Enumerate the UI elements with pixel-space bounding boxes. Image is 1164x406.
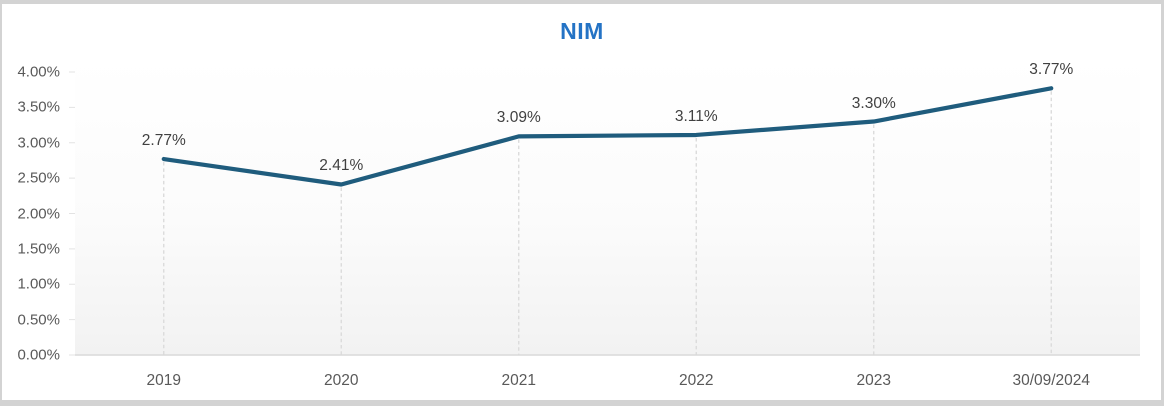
data-point-label: 3.77% — [1029, 61, 1074, 79]
data-point-label: 3.11% — [674, 107, 718, 125]
y-axis-tick-label: 3.00% — [17, 134, 60, 152]
x-axis-category-label: 2020 — [324, 372, 359, 389]
y-axis-tick-label: 0.50% — [17, 311, 60, 329]
plot-area-background — [75, 58, 1140, 355]
y-axis-tick-label: 1.00% — [17, 275, 60, 293]
x-axis-category-label: 2023 — [856, 372, 891, 389]
data-point-label: 2.77% — [141, 132, 186, 150]
data-point-label: 3.30% — [851, 94, 896, 112]
x-axis-category-label: 2019 — [146, 372, 181, 389]
x-axis-category-label: 2022 — [679, 372, 714, 389]
data-point-label: 3.09% — [496, 109, 541, 127]
chart-title: NIM — [560, 18, 604, 44]
x-axis-category-label: 2021 — [501, 372, 536, 389]
y-axis-tick-label: 2.00% — [17, 205, 60, 222]
y-axis-tick-label: 2.50% — [17, 169, 60, 187]
data-point-label: 2.41% — [319, 157, 364, 175]
nim-series-line — [161, 86, 1054, 187]
y-axis-tick-label: 1.50% — [17, 240, 60, 258]
y-axis-tick-label: 4.00% — [17, 63, 60, 81]
y-axis-tick-label: 0.00% — [17, 346, 60, 364]
y-axis-tick-label: 3.50% — [17, 98, 60, 116]
x-axis-category-label: 30/09/2024 — [1012, 372, 1091, 389]
